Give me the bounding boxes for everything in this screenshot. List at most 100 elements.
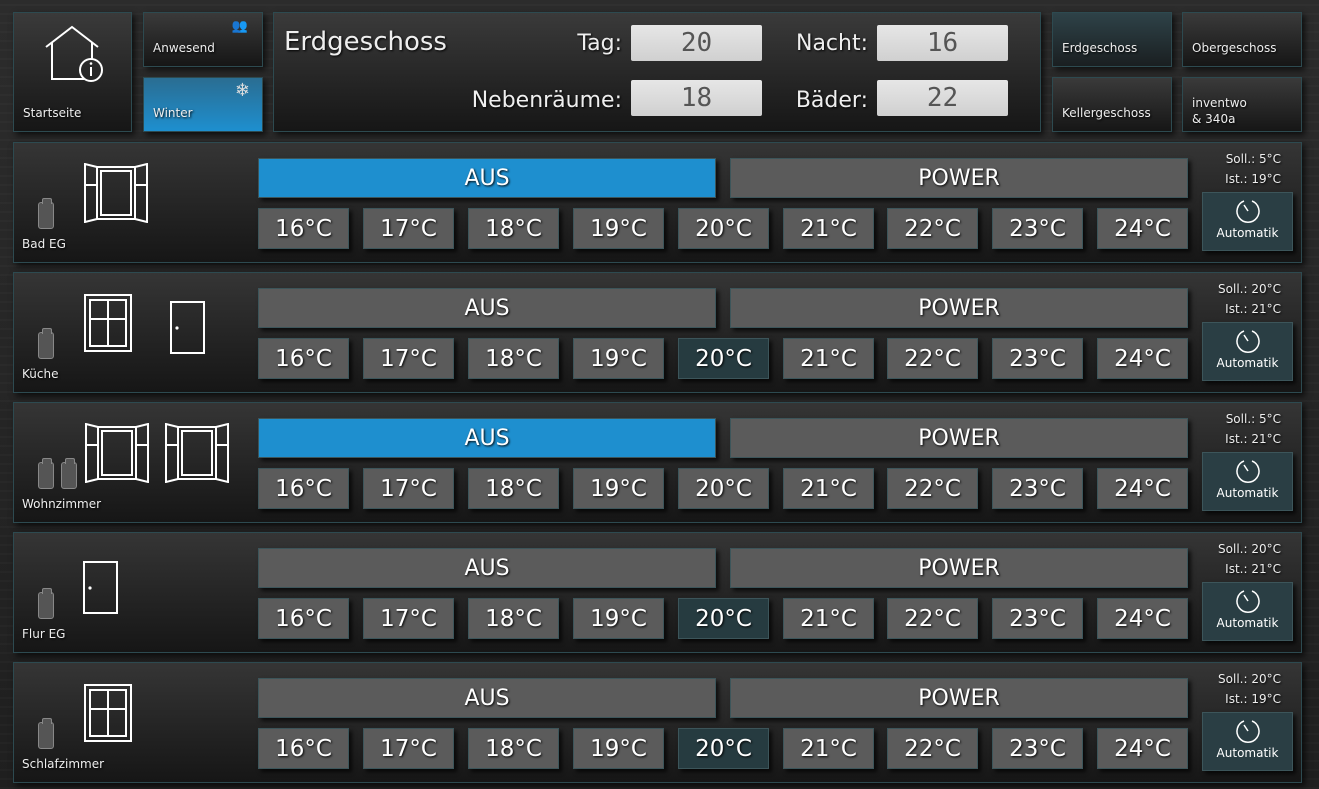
temp-button[interactable]: 21°C — [783, 208, 874, 249]
temp-button[interactable]: 18°C — [468, 338, 559, 379]
temp-button[interactable]: 16°C — [258, 468, 349, 509]
temp-button[interactable]: 22°C — [887, 598, 978, 639]
temp-button[interactable]: 24°C — [1097, 468, 1188, 509]
temp-button[interactable]: 18°C — [468, 598, 559, 639]
setpoint-text: Soll.: 5°C — [1225, 152, 1281, 166]
temp-button[interactable]: 18°C — [468, 468, 559, 509]
baths-input[interactable]: 22 — [877, 80, 1008, 116]
temp-button[interactable]: 18°C — [468, 208, 559, 249]
temp-button[interactable]: 20°C — [678, 338, 769, 379]
temp-button[interactable]: 22°C — [887, 728, 978, 769]
page-title: Erdgeschoss — [284, 27, 447, 57]
temp-button[interactable]: 16°C — [258, 598, 349, 639]
temp-button[interactable]: 16°C — [258, 208, 349, 249]
side-rooms-input[interactable]: 18 — [631, 80, 762, 116]
night-label: Nacht: — [795, 31, 868, 56]
temp-button[interactable]: 19°C — [573, 468, 664, 509]
door-icon — [170, 301, 206, 359]
temp-button[interactable]: 17°C — [363, 468, 454, 509]
room-name: Flur EG — [22, 627, 66, 641]
floor-obergeschoss[interactable]: Obergeschoss — [1182, 12, 1302, 67]
battery-icon — [38, 718, 54, 749]
power-button[interactable]: POWER — [730, 418, 1188, 458]
window-open-icon — [83, 162, 149, 227]
temp-button[interactable]: 22°C — [887, 208, 978, 249]
floor-inventwo[interactable]: inventwo & 340a — [1182, 77, 1302, 132]
automatik-label: Automatik — [1216, 616, 1279, 630]
battery-icon — [38, 458, 54, 489]
gauge-icon — [1235, 330, 1260, 353]
automatik-button[interactable]: Automatik — [1202, 322, 1293, 381]
temp-button[interactable]: 19°C — [573, 728, 664, 769]
presence-tile[interactable]: 👥 Anwesend — [143, 12, 263, 67]
header-panel: Erdgeschoss Tag: 20 Nacht: 16 Nebenräume… — [273, 12, 1041, 132]
battery-icon — [38, 588, 54, 619]
snowflake-icon: ❄ — [234, 80, 250, 101]
temp-button[interactable]: 20°C — [678, 468, 769, 509]
temp-button[interactable]: 24°C — [1097, 598, 1188, 639]
temp-button[interactable]: 23°C — [992, 598, 1083, 639]
temp-button[interactable]: 24°C — [1097, 208, 1188, 249]
power-button[interactable]: POWER — [730, 158, 1188, 198]
actual-temp-text: Ist.: 19°C — [1225, 172, 1281, 186]
floor-erdgeschoss[interactable]: Erdgeschoss — [1052, 12, 1172, 67]
temp-button[interactable]: 21°C — [783, 598, 874, 639]
temp-button[interactable]: 23°C — [992, 468, 1083, 509]
temp-button[interactable]: 16°C — [258, 728, 349, 769]
floor-label: Obergeschoss — [1192, 41, 1277, 55]
battery-icon — [38, 328, 54, 359]
temp-button[interactable]: 22°C — [887, 338, 978, 379]
automatik-label: Automatik — [1216, 226, 1279, 240]
automatik-label: Automatik — [1216, 486, 1279, 500]
temp-button[interactable]: 19°C — [573, 338, 664, 379]
temp-button[interactable]: 23°C — [992, 728, 1083, 769]
off-button[interactable]: AUS — [258, 288, 716, 328]
battery-icon — [38, 198, 54, 229]
temp-button[interactable]: 23°C — [992, 208, 1083, 249]
temp-button[interactable]: 17°C — [363, 338, 454, 379]
temp-button[interactable]: 21°C — [783, 468, 874, 509]
temp-button[interactable]: 24°C — [1097, 728, 1188, 769]
automatik-button[interactable]: Automatik — [1202, 712, 1293, 771]
automatik-button[interactable]: Automatik — [1202, 452, 1293, 511]
floor-kellergeschoss[interactable]: Kellergeschoss — [1052, 77, 1172, 132]
temp-button[interactable]: 20°C — [678, 208, 769, 249]
off-button[interactable]: AUS — [258, 158, 716, 198]
power-button[interactable]: POWER — [730, 678, 1188, 718]
room-name: Küche — [22, 367, 59, 381]
automatik-button[interactable]: Automatik — [1202, 192, 1293, 251]
power-button[interactable]: POWER — [730, 288, 1188, 328]
temp-button[interactable]: 17°C — [363, 728, 454, 769]
temp-button[interactable]: 21°C — [783, 338, 874, 379]
battery-icon — [61, 458, 77, 489]
room-name: Wohnzimmer — [22, 497, 102, 511]
window-open-icon — [84, 422, 150, 487]
temp-button[interactable]: 21°C — [783, 728, 874, 769]
power-button[interactable]: POWER — [730, 548, 1188, 588]
automatik-button[interactable]: Automatik — [1202, 582, 1293, 641]
temp-button[interactable]: 17°C — [363, 598, 454, 639]
season-tile[interactable]: ❄ Winter — [143, 77, 263, 132]
actual-temp-text: Ist.: 19°C — [1225, 692, 1281, 706]
night-input[interactable]: 16 — [877, 25, 1008, 61]
temp-button[interactable]: 20°C — [678, 728, 769, 769]
gauge-icon — [1235, 460, 1260, 483]
off-button[interactable]: AUS — [258, 418, 716, 458]
temp-button[interactable]: 16°C — [258, 338, 349, 379]
temp-button[interactable]: 23°C — [992, 338, 1083, 379]
temp-button[interactable]: 18°C — [468, 728, 559, 769]
room-row: Flur EG AUS POWER 16°C 17°C 18°C 19°C 20°C 21°C 2… — [13, 532, 1302, 653]
temp-button[interactable]: 19°C — [573, 598, 664, 639]
temp-button[interactable]: 22°C — [887, 468, 978, 509]
off-button[interactable]: AUS — [258, 548, 716, 588]
temp-button[interactable]: 20°C — [678, 598, 769, 639]
home-tile[interactable]: Startseite — [13, 12, 132, 132]
room-row: Wohnzimmer AUS POWER 16°C 17°C 18°C 19°C 20°C 21… — [13, 402, 1302, 523]
side-rooms-label: Nebenräume: — [471, 88, 622, 113]
temp-button[interactable]: 24°C — [1097, 338, 1188, 379]
presence-label: Anwesend — [153, 41, 215, 55]
day-input[interactable]: 20 — [631, 25, 762, 61]
temp-button[interactable]: 17°C — [363, 208, 454, 249]
off-button[interactable]: AUS — [258, 678, 716, 718]
temp-button[interactable]: 19°C — [573, 208, 664, 249]
